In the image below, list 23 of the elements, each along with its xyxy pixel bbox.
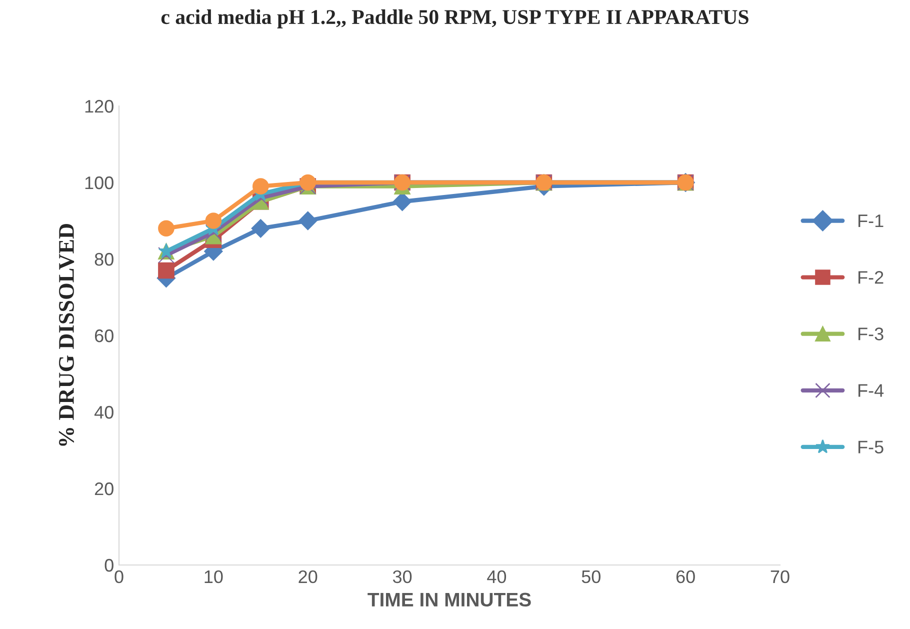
legend-label: F-1	[858, 214, 884, 228]
legend-label: F-5	[858, 440, 884, 454]
y-tick-label: 80	[94, 252, 114, 266]
legend-label: F-4	[858, 384, 884, 397]
y-axis-title: % DRUG DISSOLVED	[58, 224, 74, 446]
x-tick-label: 10	[204, 570, 223, 584]
legend-label: F-3	[858, 328, 884, 340]
x-tick-label: 50	[582, 570, 600, 584]
y-tick-label: 0	[104, 558, 114, 572]
x-axis-title: TIME IN MINUTES	[368, 592, 531, 607]
x-tick-label: 20	[298, 570, 318, 584]
y-tick-label: 20	[94, 482, 114, 496]
legend-label: F-2	[858, 271, 884, 284]
x-tick-label: 0	[114, 570, 124, 584]
y-tick-label: 100	[85, 176, 114, 190]
y-tick-label: 120	[85, 100, 114, 113]
x-tick-label: 30	[392, 570, 412, 584]
y-tick-label: 40	[94, 406, 114, 419]
x-tick-label: 40	[487, 570, 506, 584]
x-tick-label: 70	[770, 570, 790, 584]
y-tick-label: 60	[94, 329, 114, 342]
chart-title: c acid media pH 1.2,, Paddle 50 RPM, USP TYPE II APPARATUS	[161, 9, 748, 28]
x-tick-label: 60	[676, 570, 695, 584]
